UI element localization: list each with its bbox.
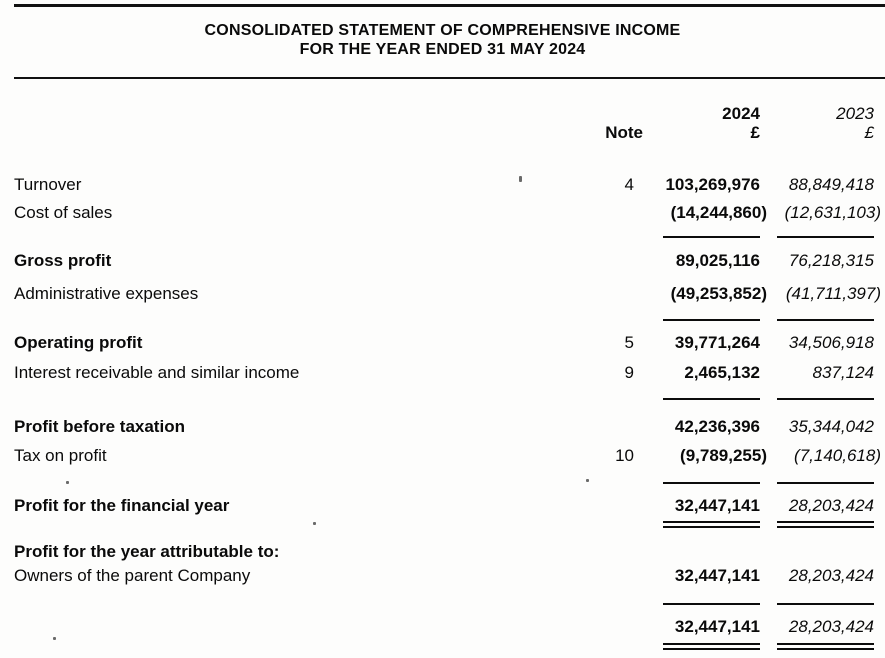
- owners-of-parent-label: Owners of the parent Company: [14, 566, 251, 585]
- subtotal-rule: [777, 482, 874, 484]
- column-header-2024: 2024: [722, 104, 760, 123]
- column-header-years: 2024 2023: [0, 105, 885, 124]
- interest-receivable-label: Interest receivable and similar income: [14, 363, 300, 382]
- owners-of-parent-2023: 28,203,424: [788, 566, 874, 585]
- subtotal-rule: [663, 482, 760, 484]
- total-double-rule: [777, 521, 874, 528]
- cost-of-sales-label: Cost of sales: [14, 203, 113, 222]
- interest-receivable-2023: 837,124: [812, 363, 874, 382]
- row-owners-of-parent: Owners of the parent Company 32,447,141 …: [0, 567, 885, 586]
- statement-title-line2: FOR THE YEAR ENDED 31 MAY 2024: [299, 41, 586, 58]
- administrative-expenses-2024: (49,253,852): [670, 284, 767, 303]
- profit-before-taxation-2024: 42,236,396: [674, 417, 760, 436]
- profit-for-financial-year-2024: 32,447,141: [674, 496, 760, 515]
- row-profit-for-financial-year: Profit for the financial year 32,447,141…: [0, 497, 885, 516]
- scan-speck: [586, 479, 589, 482]
- gross-profit-2024: 89,025,116: [675, 251, 760, 270]
- row-interest-receivable: Interest receivable and similar income 9…: [0, 364, 885, 383]
- total-double-rule: [777, 643, 874, 650]
- profit-before-taxation-label: Profit before taxation: [14, 417, 185, 436]
- total-double-rule: [663, 521, 760, 528]
- column-header-note: Note: [605, 123, 643, 142]
- subtotal-rule: [777, 603, 874, 605]
- top-border-rule: [14, 4, 885, 7]
- scan-speck: [313, 522, 316, 525]
- column-header-currency-2024: £: [750, 123, 760, 142]
- statement-title-line1: CONSOLIDATED STATEMENT OF COMPREHENSIVE …: [204, 22, 681, 39]
- operating-profit-2023: 34,506,918: [788, 333, 874, 352]
- subtotal-rule: [663, 603, 760, 605]
- attributable-total-2024: 32,447,141: [674, 617, 760, 636]
- operating-profit-note: 5: [624, 333, 634, 352]
- interest-receivable-2024: 2,465,132: [684, 363, 760, 382]
- cost-of-sales-2023: (12,631,103): [784, 203, 881, 222]
- attributable-total-2023: 28,203,424: [788, 617, 874, 636]
- tax-on-profit-label: Tax on profit: [14, 446, 107, 465]
- tax-on-profit-2023: (7,140,618): [794, 446, 881, 465]
- gross-profit-label: Gross profit: [14, 251, 112, 270]
- scan-speck: [66, 481, 69, 484]
- column-header-currency-2023: £: [864, 123, 874, 142]
- title-underline-rule: [14, 77, 885, 79]
- attributable-heading-label: Profit for the year attributable to:: [14, 542, 280, 561]
- owners-of-parent-2024: 32,447,141: [674, 566, 760, 585]
- row-administrative-expenses: Administrative expenses (49,253,852) (41…: [0, 285, 885, 304]
- operating-profit-2024: 39,771,264: [674, 333, 760, 352]
- subtotal-rule: [777, 398, 874, 400]
- row-cost-of-sales: Cost of sales (14,244,860) (12,631,103): [0, 204, 885, 223]
- tax-on-profit-note: 10: [615, 446, 634, 465]
- row-turnover: Turnover 4 103,269,976 88,849,418: [0, 176, 885, 195]
- subtotal-rule: [663, 319, 760, 321]
- interest-receivable-note: 9: [624, 363, 634, 382]
- turnover-2023: 88,849,418: [788, 175, 874, 194]
- tax-on-profit-2024: (9,789,255): [680, 446, 767, 465]
- scan-speck: [53, 637, 56, 640]
- administrative-expenses-label: Administrative expenses: [14, 284, 199, 303]
- column-header-2023: 2023: [836, 104, 874, 123]
- row-profit-before-taxation: Profit before taxation 42,236,396 35,344…: [0, 418, 885, 437]
- column-header-note-currency: Note £ £: [0, 124, 885, 143]
- gross-profit-2023: 76,218,315: [788, 251, 874, 270]
- scan-speck: [519, 176, 522, 182]
- turnover-2024: 103,269,976: [665, 175, 760, 194]
- row-attributable-heading: Profit for the year attributable to:: [0, 543, 885, 562]
- row-operating-profit: Operating profit 5 39,771,264 34,506,918: [0, 334, 885, 353]
- subtotal-rule: [777, 236, 874, 238]
- statement-title: CONSOLIDATED STATEMENT OF COMPREHENSIVE …: [0, 21, 885, 59]
- row-gross-profit: Gross profit 89,025,116 76,218,315: [0, 252, 885, 271]
- administrative-expenses-2023: (41,711,397): [785, 284, 881, 303]
- subtotal-rule: [663, 236, 760, 238]
- subtotal-rule: [777, 319, 874, 321]
- cost-of-sales-2024: (14,244,860): [670, 203, 767, 222]
- profit-before-taxation-2023: 35,344,042: [788, 417, 874, 436]
- subtotal-rule: [663, 398, 760, 400]
- profit-for-financial-year-label: Profit for the financial year: [14, 496, 230, 515]
- profit-for-financial-year-2023: 28,203,424: [788, 496, 874, 515]
- row-tax-on-profit: Tax on profit 10 (9,789,255) (7,140,618): [0, 447, 885, 466]
- total-double-rule: [663, 643, 760, 650]
- turnover-label: Turnover: [14, 175, 82, 194]
- row-attributable-total: 32,447,141 28,203,424: [0, 618, 885, 637]
- turnover-note: 4: [624, 175, 634, 194]
- operating-profit-label: Operating profit: [14, 333, 143, 352]
